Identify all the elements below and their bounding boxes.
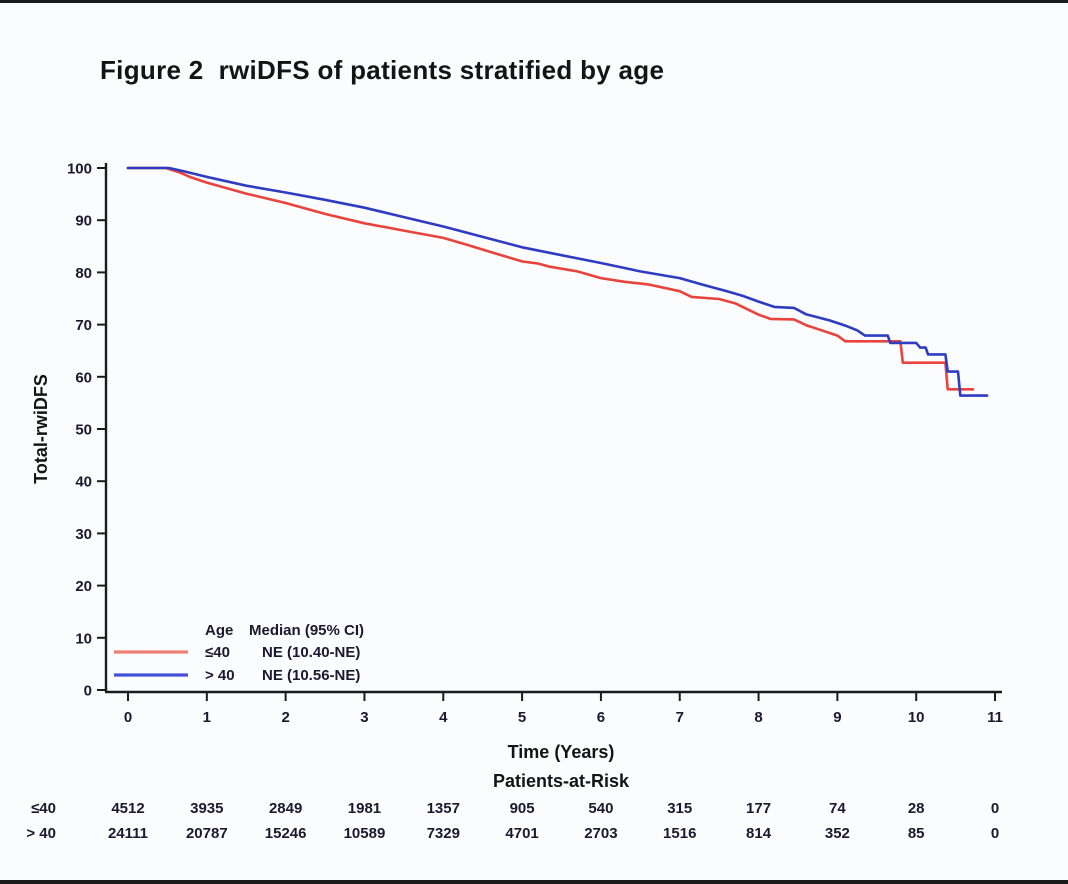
risk-count: 2849: [269, 800, 302, 817]
figure-title: Figure 2 rwiDFS of patients stratified b…: [100, 55, 665, 85]
x-tick-label: 11: [987, 709, 1003, 726]
x-tick-label: 10: [908, 709, 925, 726]
frame-top-bar: [0, 0, 1068, 3]
risk-count: 4701: [505, 825, 538, 842]
x-tick-label: 6: [597, 709, 605, 726]
risk-count: 24111: [108, 825, 148, 842]
risk-count: 10589: [344, 825, 386, 842]
risk-count: 3935: [190, 800, 223, 817]
legend-header-age: Age: [205, 622, 233, 639]
survival-curve-over40: [126, 166, 989, 397]
risk-count: 20787: [186, 825, 228, 842]
legend-group: Age Median (95% CI) ≤40 NE (10.40-NE) > 40 NE…: [114, 622, 364, 684]
risk-count: 0: [991, 825, 999, 842]
risk-count: 4512: [111, 800, 144, 817]
y-tick-label: 10: [75, 630, 92, 647]
risk-row-label: > 40: [26, 825, 56, 842]
risk-count: 315: [667, 800, 692, 817]
x-tick-label: 2: [281, 709, 289, 726]
x-tick-label: 3: [360, 709, 368, 726]
legend-series-name: > 40: [205, 667, 235, 684]
x-tick-label: 8: [754, 709, 762, 726]
x-tick-label: 4: [439, 709, 448, 726]
risk-row-label: ≤40: [31, 800, 56, 817]
risk-count: 352: [825, 825, 850, 842]
risk-count: 0: [991, 800, 999, 817]
y-tick-label: 50: [75, 422, 92, 439]
axis-labels-group: Total-rwiDFS Time (Years) Patients-at-Risk: [31, 374, 630, 791]
risk-count: 1516: [663, 825, 696, 842]
risk-count: 1357: [427, 800, 460, 817]
x-tick-label: 5: [518, 709, 526, 726]
curves-group: [126, 166, 989, 397]
patients-at-risk-title: Patients-at-Risk: [493, 771, 630, 791]
y-tick-label: 80: [75, 265, 92, 282]
x-tick-label: 7: [676, 709, 684, 726]
y-tick-label: 20: [75, 578, 92, 595]
risk-count: 814: [746, 825, 772, 842]
y-tick-label: 70: [75, 317, 92, 334]
y-tick-label: 0: [84, 683, 92, 700]
risk-count: 540: [588, 800, 613, 817]
frame-bottom-bar: [0, 880, 1068, 884]
axes-group: 0 10 20 30 40 50 60 70 80 90 100 0 1 2 3 4 5 6 7 8 9 10 11: [67, 161, 1003, 727]
patients-at-risk-group: ≤40 4512 3935 2849 1981 1357 905 540 315 177 74 28 0…: [26, 800, 999, 842]
risk-count: 177: [746, 800, 771, 817]
y-tick-label: 30: [75, 526, 92, 543]
legend-series-median: NE (10.40-NE): [262, 644, 360, 661]
survival-curve-under40: [126, 166, 975, 391]
risk-count: 1981: [348, 800, 381, 817]
risk-count: 85: [908, 825, 925, 842]
legend-header-median: Median (95% CI): [249, 622, 364, 639]
x-axis-title: Time (Years): [508, 742, 615, 762]
y-tick-label: 60: [75, 369, 92, 386]
risk-count: 7329: [427, 825, 460, 842]
y-axis-title: Total-rwiDFS: [31, 374, 51, 484]
x-tick-label: 1: [203, 709, 211, 726]
risk-count: 15246: [265, 825, 307, 842]
y-tick-label: 100: [67, 161, 92, 178]
x-tick-label: 0: [124, 709, 132, 726]
risk-count: 2703: [584, 825, 617, 842]
x-tick-label: 9: [833, 709, 841, 726]
risk-count: 28: [908, 800, 925, 817]
y-tick-label: 40: [75, 474, 92, 491]
risk-count: 905: [510, 800, 535, 817]
legend-series-name: ≤40: [205, 644, 230, 661]
y-tick-label: 90: [75, 213, 92, 230]
legend-series-median: NE (10.56-NE): [262, 667, 360, 684]
risk-count: 74: [829, 800, 846, 817]
